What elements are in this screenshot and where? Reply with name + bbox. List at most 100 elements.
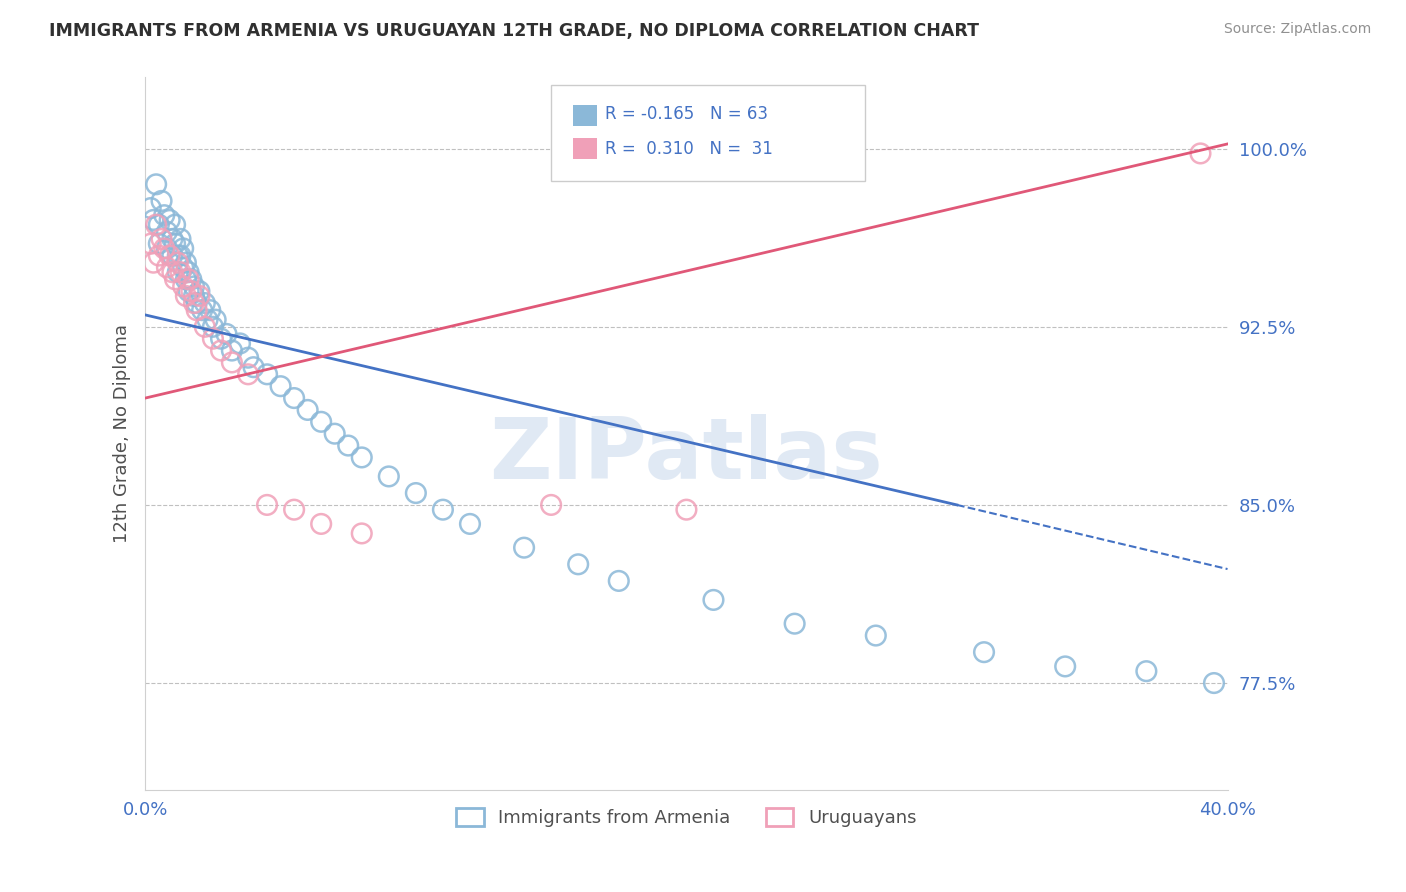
Point (378, 469, 401, 483)
Point (180, 272, 202, 286)
Point (148, 236, 170, 251)
Point (162, 249, 184, 263)
Point (194, 319, 217, 334)
Point (567, 558, 589, 572)
Point (236, 351, 259, 365)
FancyBboxPatch shape (572, 104, 596, 126)
Point (702, 593, 724, 607)
Point (145, 178, 167, 192)
Point (865, 628, 887, 642)
Point (1189, 146, 1212, 161)
Point (145, 218, 167, 232)
FancyBboxPatch shape (551, 85, 865, 181)
Point (174, 289, 197, 303)
Point (540, 498, 562, 512)
Point (165, 272, 187, 286)
Point (201, 332, 224, 346)
Point (177, 284, 200, 298)
Point (183, 296, 205, 310)
Point (197, 312, 219, 326)
Point (194, 296, 217, 310)
Point (221, 355, 243, 369)
Point (156, 242, 179, 256)
Point (201, 319, 224, 334)
Point (188, 289, 211, 303)
Point (183, 279, 205, 293)
Point (309, 415, 332, 429)
Point (172, 260, 194, 275)
Point (458, 516, 481, 531)
Point (183, 289, 205, 303)
Point (166, 265, 188, 279)
Point (209, 332, 232, 346)
Text: R =  0.310   N =  31: R = 0.310 N = 31 (605, 140, 773, 158)
Point (215, 326, 238, 341)
Point (159, 249, 181, 263)
Point (139, 201, 162, 215)
Point (172, 242, 194, 256)
Point (156, 260, 179, 275)
Point (236, 368, 259, 382)
Point (148, 218, 170, 232)
Point (783, 616, 806, 631)
Point (142, 213, 165, 227)
Point (177, 272, 200, 286)
Point (162, 265, 184, 279)
Point (1054, 659, 1077, 673)
Point (165, 218, 187, 232)
Text: ZIPatlas: ZIPatlas (489, 414, 883, 497)
Point (309, 516, 332, 531)
Point (139, 236, 162, 251)
Point (180, 284, 202, 298)
Text: IMMIGRANTS FROM ARMENIA VS URUGUAYAN 12TH GRADE, NO DIPLOMA CORRELATION CHART: IMMIGRANTS FROM ARMENIA VS URUGUAYAN 12T… (49, 22, 979, 40)
Point (200, 303, 222, 318)
Point (150, 232, 173, 246)
Point (297, 403, 319, 417)
Point (177, 265, 200, 279)
Point (162, 232, 184, 246)
Point (242, 360, 264, 375)
Point (283, 391, 305, 405)
Point (148, 249, 170, 263)
Point (221, 343, 243, 358)
Point (169, 232, 191, 246)
Point (283, 502, 305, 516)
Point (256, 498, 278, 512)
Point (150, 194, 173, 208)
Point (1202, 676, 1225, 690)
Point (229, 336, 252, 351)
Point (350, 526, 373, 541)
Point (174, 255, 197, 269)
Text: Source: ZipAtlas.com: Source: ZipAtlas.com (1223, 22, 1371, 37)
Point (675, 502, 697, 516)
Point (153, 242, 176, 256)
Point (1135, 664, 1157, 678)
Point (204, 312, 226, 326)
Legend: Immigrants from Armenia, Uruguayans: Immigrants from Armenia, Uruguayans (450, 800, 924, 834)
FancyBboxPatch shape (572, 138, 596, 160)
Point (350, 450, 373, 465)
Point (186, 296, 208, 310)
Point (191, 303, 214, 318)
Point (174, 272, 197, 286)
Point (169, 265, 191, 279)
Y-axis label: 12th Grade, No Diploma: 12th Grade, No Diploma (114, 324, 131, 543)
Point (513, 541, 536, 555)
Point (432, 502, 454, 516)
Point (169, 249, 191, 263)
Point (337, 438, 360, 452)
Point (156, 225, 179, 239)
Point (172, 279, 194, 293)
Point (153, 208, 176, 222)
Point (405, 486, 427, 500)
Point (166, 255, 188, 269)
Point (323, 426, 346, 441)
Point (142, 255, 165, 269)
Point (607, 574, 630, 588)
Point (270, 379, 292, 393)
Point (973, 645, 995, 659)
Point (209, 343, 232, 358)
Point (256, 368, 278, 382)
Point (166, 249, 188, 263)
Point (188, 284, 211, 298)
